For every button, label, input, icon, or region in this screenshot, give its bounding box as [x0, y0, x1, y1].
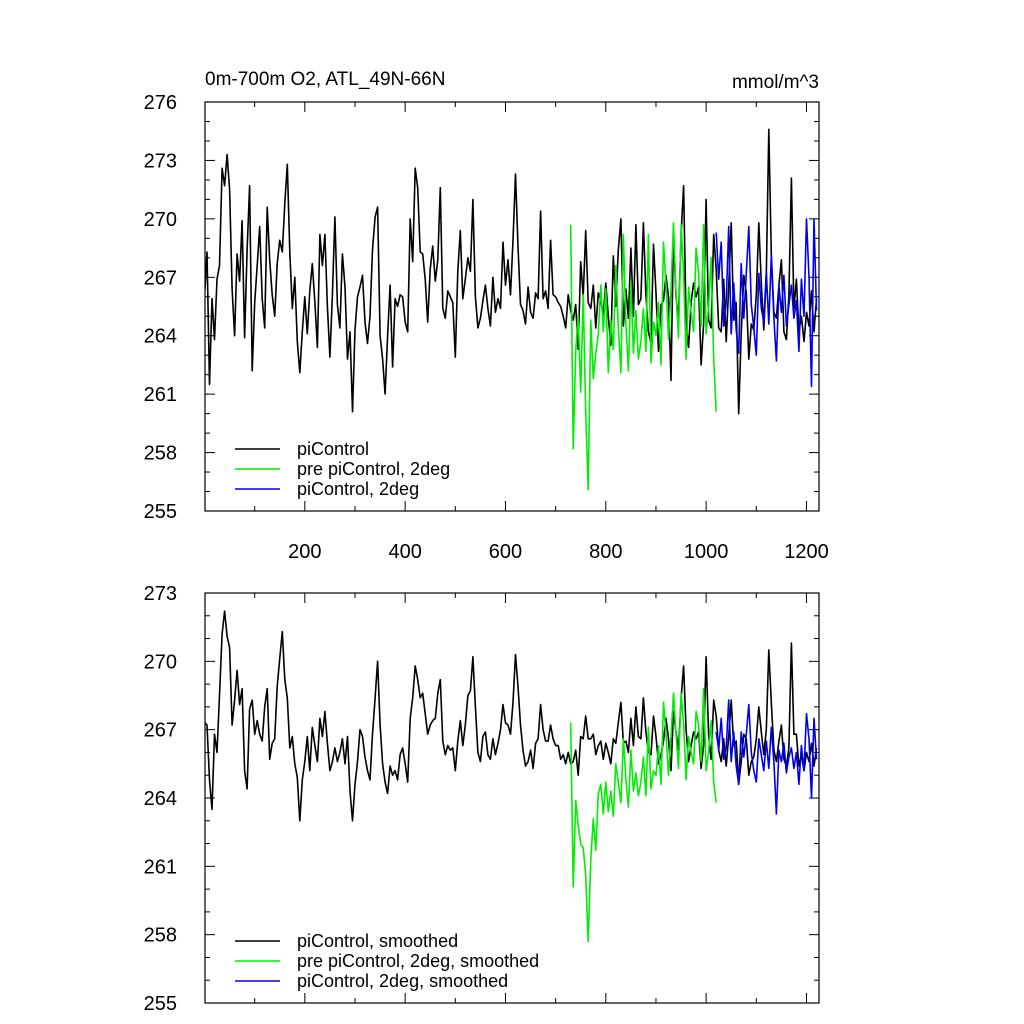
x-tick-label: 200 [288, 541, 321, 563]
y-tick-label: 264 [144, 326, 177, 348]
y-tick-label: 270 [144, 651, 177, 673]
y-tick-label: 267 [144, 720, 177, 742]
legend-label: pre piControl, 2deg [297, 459, 450, 479]
series-line-3 [715, 699, 818, 815]
y-tick-label: 261 [144, 384, 177, 406]
y-tick-label: 255 [144, 993, 177, 1015]
series-line-3 [715, 218, 818, 388]
y-tick-label: 264 [144, 788, 177, 810]
y-tick-label: 270 [144, 209, 177, 231]
y-tick-label: 276 [144, 92, 177, 114]
x-tick-label: 1200 [784, 541, 829, 563]
plot-frame [204, 101, 820, 512]
legend-label: piControl [297, 439, 369, 459]
y-tick-label: 273 [144, 583, 177, 605]
y-tick-label: 267 [144, 267, 177, 289]
y-tick-label: 261 [144, 856, 177, 878]
x-tick-label: 1000 [684, 541, 729, 563]
series-line-1 [205, 610, 818, 822]
chart-title: 0m-700m O2, ATL_49N-66N [205, 69, 445, 90]
y-tick-label: 255 [144, 501, 177, 523]
x-tick-label: 600 [489, 541, 522, 563]
legend-label: piControl, smoothed [297, 931, 458, 951]
panel-1: 200 400 600 800 1000 1200 255 258 261 264 267 270 27… [144, 69, 829, 563]
panel-2: 255 258 261 264 267 270 273 piControl, smoothed… [144, 583, 820, 1015]
series-line-1 [205, 128, 818, 415]
x-tick-label: 800 [589, 541, 622, 563]
x-tick-label: 400 [388, 541, 421, 563]
y-tick-label: 273 [144, 150, 177, 172]
units-label: mmol/m^3 [732, 72, 819, 93]
series-line-2 [569, 687, 717, 943]
legend-label: piControl, 2deg [297, 479, 419, 499]
y-tick-label: 258 [144, 443, 177, 465]
legend-label: pre piControl, 2deg, smoothed [297, 951, 539, 971]
y-tick-label: 258 [144, 925, 177, 947]
legend-label: piControl, 2deg, smoothed [297, 971, 508, 991]
series-line-2 [569, 222, 717, 491]
